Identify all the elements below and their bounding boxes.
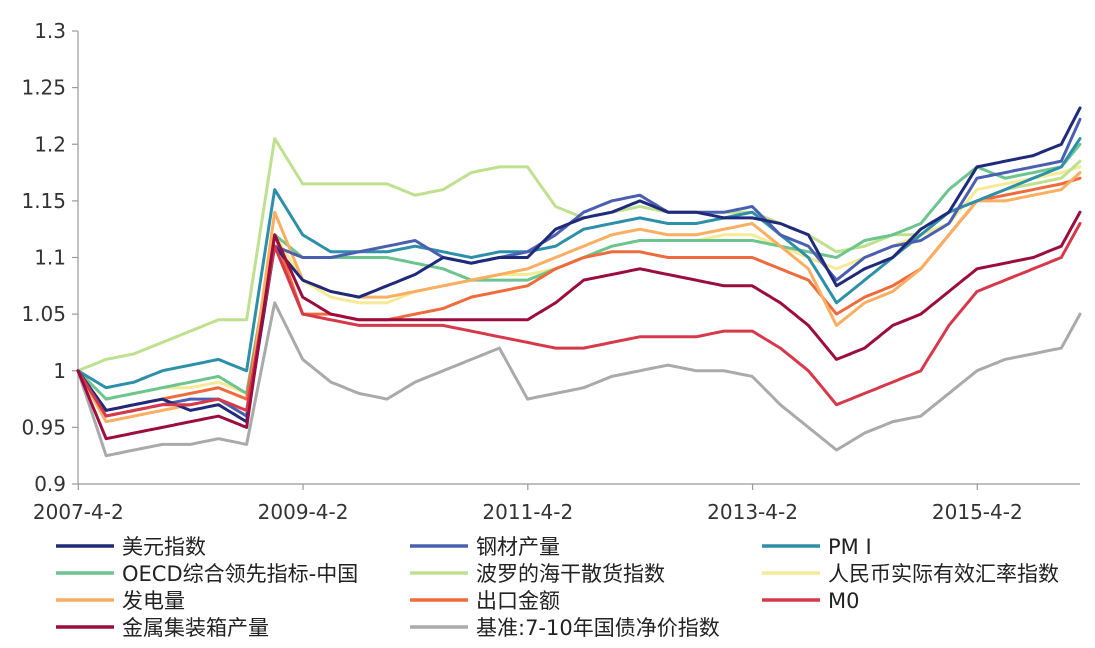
legend-label: 金属集装箱产量 (122, 616, 269, 640)
x-tick-label: 2007-4-2 (33, 500, 124, 524)
y-tick-label: 0.95 (21, 415, 66, 439)
series-layer (76, 106, 1082, 458)
series-line (76, 117, 1082, 418)
y-tick-label: 1.15 (21, 189, 66, 213)
y-axis-ticks: 0.9 0.95 1 1.05 1.1 1.15 1.2 1.25 1.3 (21, 19, 78, 496)
x-tick-label: 2015-4-2 (932, 500, 1023, 524)
y-tick-label: 1.05 (21, 302, 66, 326)
series-line (76, 137, 1082, 390)
series-line (76, 210, 1082, 441)
series-line (76, 106, 1082, 424)
legend-label: 出口金额 (476, 589, 560, 613)
legend-label: 美元指数 (122, 535, 206, 559)
series-line (76, 222, 1082, 418)
x-tick-label: 2013-4-2 (707, 500, 798, 524)
x-axis-ticks: 2007-4-2 2009-4-2 2011-4-2 2013-4-2 2015-4-2 (33, 484, 1023, 524)
y-tick-label: 0.9 (34, 472, 66, 496)
y-tick-label: 1.2 (34, 132, 66, 156)
legend-label: 发电量 (122, 589, 185, 613)
series-line (76, 137, 1082, 373)
legend: 美元指数 钢材产量 PM I OECD综合领先指标-中国 波罗的海干散货指数 人民币实际有… (56, 535, 1059, 640)
legend-label: 钢材产量 (476, 535, 560, 559)
series-line (76, 171, 1082, 424)
y-tick-label: 1.3 (34, 19, 66, 43)
legend-label: 波罗的海干散货指数 (476, 562, 665, 586)
y-tick-label: 1.25 (21, 76, 66, 100)
legend-label: OECD综合领先指标-中国 (122, 562, 358, 586)
y-tick-label: 1 (53, 359, 66, 383)
legend-label: M0 (828, 589, 859, 613)
legend-label: 人民币实际有效汇率指数 (828, 562, 1059, 586)
legend-label: PM I (828, 535, 872, 559)
series-line (76, 301, 1082, 458)
legend-label: 基准:7-10年国债净价指数 (476, 616, 720, 640)
x-tick-label: 2011-4-2 (482, 500, 573, 524)
x-tick-label: 2009-4-2 (258, 500, 349, 524)
series-line (76, 142, 1082, 401)
y-tick-label: 1.1 (34, 246, 66, 270)
